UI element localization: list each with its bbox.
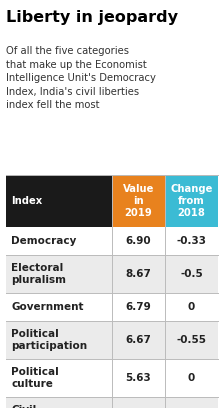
Text: 8.67: 8.67 (126, 269, 151, 279)
Text: 6.67: 6.67 (126, 335, 151, 345)
Bar (6, 397, 218, 408)
Text: 5.63: 5.63 (126, 373, 151, 383)
Text: 6.90: 6.90 (126, 236, 151, 246)
Bar (6, 293, 218, 321)
Text: -0.33: -0.33 (177, 236, 207, 246)
Text: Government: Government (11, 302, 84, 312)
Text: Electoral
pluralism: Electoral pluralism (11, 263, 66, 285)
Bar (6, 227, 218, 255)
Text: Political
culture: Political culture (11, 367, 59, 389)
Text: 6.79: 6.79 (126, 302, 151, 312)
Bar (6, 321, 218, 359)
Text: Civil
liberties: Civil liberties (11, 405, 60, 408)
Bar (6, 175, 112, 227)
Text: Liberty in jeopardy: Liberty in jeopardy (6, 10, 178, 25)
Text: Value
in
2019: Value in 2019 (123, 184, 154, 217)
Bar (165, 175, 218, 227)
Text: Index: Index (11, 196, 42, 206)
Text: 0: 0 (188, 302, 195, 312)
Bar (6, 359, 218, 397)
Text: -0.5: -0.5 (180, 269, 203, 279)
Text: 0: 0 (188, 373, 195, 383)
Bar (112, 175, 165, 227)
Text: Democracy: Democracy (11, 236, 76, 246)
Bar (6, 255, 218, 293)
Text: -0.55: -0.55 (177, 335, 207, 345)
Text: Of all the five categories
that make up the Economist
Intelligence Unit's Democr: Of all the five categories that make up … (6, 46, 156, 111)
Text: Political
participation: Political participation (11, 329, 87, 351)
Text: Change
from
2018: Change from 2018 (170, 184, 213, 217)
